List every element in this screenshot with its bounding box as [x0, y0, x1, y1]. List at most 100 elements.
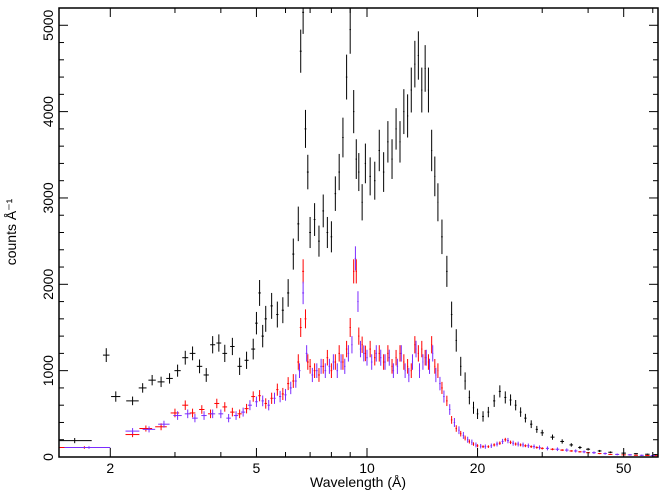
data-point	[344, 358, 346, 374]
data-point	[230, 407, 235, 417]
data-point	[382, 354, 385, 370]
data-point	[388, 349, 390, 366]
y-tick-label: 0	[40, 453, 56, 461]
data-point	[255, 396, 258, 407]
data-point	[603, 452, 607, 455]
data-point	[482, 411, 484, 422]
data-point	[347, 345, 350, 362]
data-point	[498, 385, 501, 398]
data-point	[460, 356, 462, 376]
data-points	[59, 8, 658, 457]
data-point	[351, 336, 353, 354]
data-point	[428, 358, 431, 374]
data-point	[267, 400, 270, 411]
data-point	[306, 154, 309, 190]
data-point	[417, 31, 419, 80]
data-point	[455, 329, 457, 352]
data-point	[102, 348, 110, 363]
data-point	[487, 445, 490, 449]
series-3	[64, 246, 655, 457]
data-point	[251, 338, 256, 360]
data-point	[391, 358, 393, 374]
data-point	[578, 445, 582, 450]
data-point	[203, 368, 209, 382]
data-point	[633, 453, 639, 455]
data-point	[334, 354, 337, 370]
data-point	[608, 451, 613, 454]
data-point	[244, 403, 249, 414]
data-point	[237, 409, 242, 419]
data-point	[404, 363, 406, 378]
data-point	[241, 407, 246, 417]
data-point	[406, 358, 409, 374]
data-point	[550, 434, 555, 440]
data-point	[586, 447, 591, 451]
data-point	[441, 381, 443, 394]
data-point	[400, 345, 402, 362]
data-point	[289, 381, 292, 395]
data-point	[414, 40, 416, 88]
data-point	[399, 121, 401, 163]
data-point	[247, 400, 252, 411]
data-point	[653, 454, 658, 456]
data-point	[264, 305, 267, 332]
data-point	[560, 439, 565, 444]
data-point	[237, 357, 242, 375]
data-point	[509, 440, 512, 445]
data-point	[196, 359, 203, 374]
data-point	[281, 387, 284, 401]
data-point	[340, 354, 342, 370]
data-point	[514, 442, 517, 446]
data-point	[364, 345, 367, 362]
data-point	[216, 334, 222, 352]
data-point	[431, 129, 433, 172]
data-point	[627, 453, 633, 456]
data-point	[142, 426, 156, 433]
data-point	[384, 354, 386, 370]
data-point	[395, 349, 397, 366]
data-point	[320, 358, 322, 374]
data-point	[450, 301, 453, 328]
data-point	[309, 358, 312, 374]
data-point	[294, 374, 297, 388]
data-point	[392, 363, 395, 378]
data-point	[424, 349, 426, 366]
data-point	[415, 340, 417, 358]
data-point	[427, 67, 429, 113]
data-point	[357, 291, 359, 312]
data-point	[435, 367, 437, 383]
data-point	[498, 441, 501, 445]
data-point	[297, 206, 300, 242]
data-point	[519, 407, 522, 417]
data-point	[332, 354, 335, 370]
data-point	[569, 450, 574, 452]
data-point	[431, 336, 433, 354]
data-point	[530, 420, 533, 429]
data-point	[218, 409, 224, 419]
data-point	[530, 445, 533, 448]
data-point	[479, 443, 482, 449]
data-point	[192, 413, 198, 423]
data-point	[324, 363, 327, 378]
data-point	[349, 8, 351, 54]
data-point	[615, 453, 620, 456]
data-point	[633, 454, 639, 456]
data-point	[363, 345, 365, 362]
data-point	[487, 406, 490, 418]
data-point	[490, 443, 493, 449]
data-point	[597, 449, 602, 452]
data-point	[342, 117, 344, 158]
data-point	[173, 411, 182, 420]
data-point	[421, 67, 423, 113]
data-point	[318, 368, 320, 382]
data-point	[59, 438, 92, 444]
data-point	[298, 363, 301, 378]
data-point	[414, 336, 416, 354]
data-point	[352, 90, 355, 134]
data-point	[441, 219, 443, 255]
data-point	[540, 429, 544, 436]
data-point	[493, 443, 496, 447]
data-point	[427, 354, 429, 370]
data-point	[244, 351, 249, 369]
data-point	[597, 452, 602, 455]
